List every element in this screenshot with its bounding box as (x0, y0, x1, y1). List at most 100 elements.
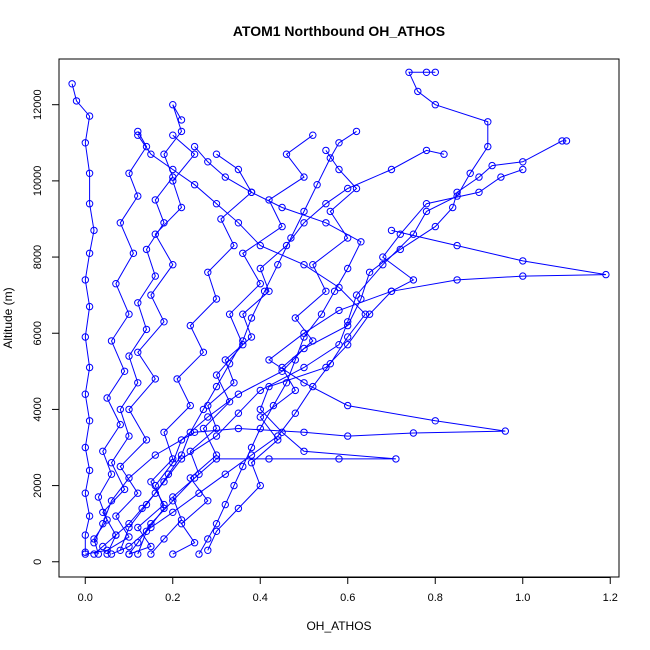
data-point (160, 478, 168, 486)
data-point (239, 249, 247, 258)
data-point (344, 321, 352, 330)
series-points (68, 68, 610, 558)
data-point (151, 481, 160, 490)
data-point (134, 348, 142, 356)
data-point (225, 398, 234, 406)
data-point (112, 512, 120, 520)
data-point (85, 363, 94, 372)
data-point (81, 443, 90, 452)
data-point (431, 222, 439, 231)
data-point (291, 356, 299, 364)
data-point (177, 520, 186, 528)
data-point (81, 531, 90, 539)
data-point (322, 146, 330, 155)
data-point (177, 203, 186, 212)
data-point (265, 287, 273, 295)
data-point (99, 508, 107, 516)
data-point (169, 177, 177, 185)
data-point (234, 424, 243, 433)
data-point (212, 455, 221, 463)
data-point (142, 436, 151, 444)
data-point (173, 375, 181, 383)
y-tick-label: 2000 (32, 473, 44, 497)
data-point (519, 165, 527, 174)
data-point (85, 112, 94, 120)
x-axis: 0.0 0.2 0.4 0.6 0.8 1.0 1.2 (78, 577, 618, 604)
data-point (519, 158, 527, 166)
data-point (291, 409, 299, 417)
data-point (107, 337, 116, 345)
data-point (147, 523, 155, 532)
data-point (265, 455, 273, 463)
data-point (68, 80, 76, 88)
data-point (99, 447, 107, 455)
data-point (134, 539, 142, 547)
y-tick-label: 4000 (32, 397, 44, 421)
data-point (116, 546, 125, 554)
data-point (204, 546, 212, 554)
data-point (177, 455, 186, 463)
data-point (484, 142, 492, 151)
data-point (453, 276, 461, 284)
data-point (300, 219, 308, 227)
data-point (247, 451, 256, 459)
data-point (256, 424, 264, 433)
data-point (85, 302, 94, 311)
data-point (212, 451, 221, 459)
data-point (300, 447, 308, 455)
data-point (186, 447, 195, 455)
x-tick-label: 0.6 (340, 592, 355, 604)
data-point (204, 401, 212, 410)
data-point (94, 493, 103, 501)
x-tick-label: 0.0 (78, 592, 93, 604)
data-point (396, 245, 404, 254)
data-point (453, 192, 461, 200)
data-point (212, 150, 221, 158)
data-point (204, 535, 212, 543)
data-point (221, 356, 230, 364)
data-point (239, 462, 247, 471)
data-point (138, 504, 146, 513)
data-point (169, 459, 177, 467)
data-point (190, 150, 199, 158)
data-point (186, 321, 195, 330)
data-point (405, 68, 413, 77)
data-point (278, 222, 286, 231)
data-point (344, 341, 352, 349)
data-point (431, 68, 439, 77)
data-point (322, 363, 330, 372)
data-point (134, 379, 142, 387)
data-point (221, 470, 230, 478)
data-point (186, 428, 195, 436)
data-point (558, 137, 566, 145)
data-point (212, 520, 221, 528)
data-point (164, 470, 173, 478)
data-point (195, 550, 203, 558)
data-point (335, 455, 343, 463)
profile-line (128, 169, 523, 555)
data-point (199, 348, 208, 356)
data-point (335, 283, 343, 292)
data-point (265, 356, 273, 364)
profile-line (119, 71, 489, 551)
data-point (81, 276, 90, 284)
data-point (169, 261, 177, 269)
data-point (212, 371, 221, 379)
data-point (330, 287, 339, 295)
data-point (116, 405, 125, 414)
data-point (217, 215, 225, 223)
data-point (335, 165, 343, 174)
x-axis-label: OH_ATHOS (306, 619, 371, 633)
data-point (278, 203, 286, 212)
data-point (379, 253, 387, 261)
data-point (120, 367, 129, 375)
data-point (230, 241, 238, 250)
data-point (501, 427, 509, 435)
data-point (309, 337, 317, 345)
data-point (282, 379, 291, 387)
data-point (519, 257, 527, 265)
data-point (282, 241, 291, 250)
data-point (160, 219, 168, 227)
data-point (287, 234, 295, 242)
data-point (562, 137, 571, 145)
